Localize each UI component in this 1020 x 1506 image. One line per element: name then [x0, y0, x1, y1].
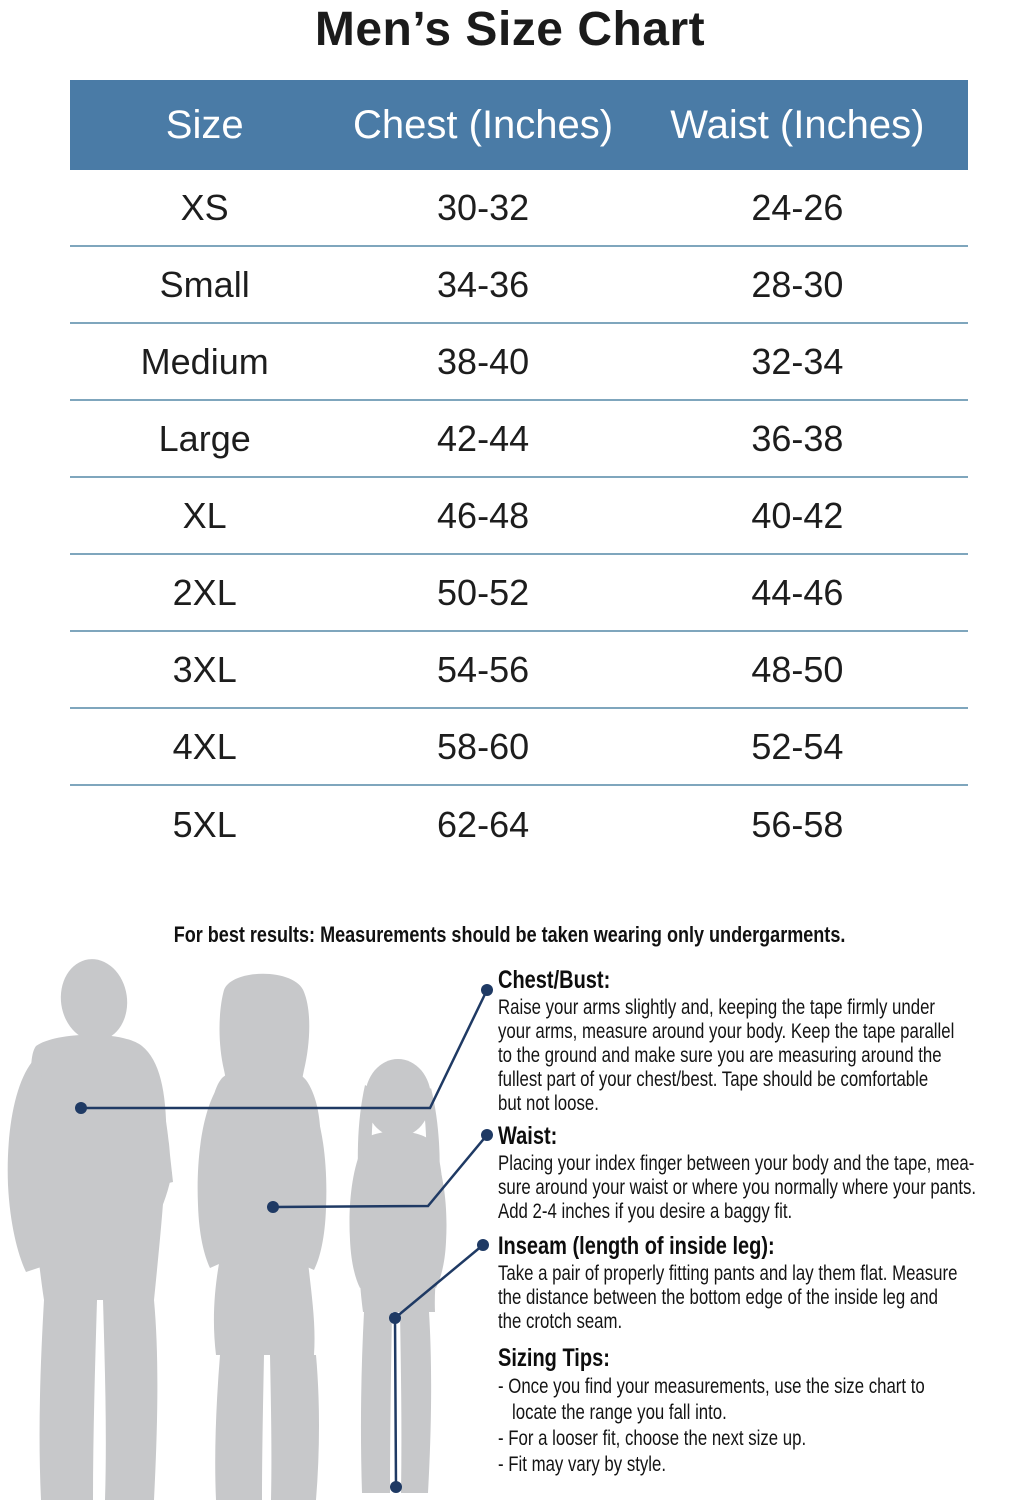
connector-dot: [267, 1201, 279, 1213]
section-heading: Chest/Bust:: [498, 966, 611, 994]
table-row: 5XL 62-64 56-58: [70, 786, 968, 863]
chest-cell: 50-52: [437, 571, 530, 613]
size-cell: 4XL: [172, 725, 237, 767]
measuring-instructions: Chest/Bust: Raise your arms slightly and…: [498, 966, 1018, 1506]
sizing-tips-section: Sizing Tips: - Once you find your measur…: [498, 1344, 1018, 1478]
fit-note-text: For best results: Measurements should be…: [174, 922, 846, 947]
size-cell: Large: [158, 417, 251, 459]
table-row: 3XL 54-56 48-50: [70, 632, 968, 709]
table-row: Large 42-44 36-38: [70, 401, 968, 478]
table-row: XL 46-48 40-42: [70, 478, 968, 555]
connector-line-waist: [272, 1134, 488, 1209]
section-body: Take a pair of properly fitting pants an…: [498, 1262, 958, 1333]
chest-cell: 34-36: [437, 263, 530, 305]
connector-dot: [477, 1239, 489, 1251]
woman-silhouette: [197, 973, 327, 1500]
waist-section: Waist: Placing your index finger between…: [498, 1122, 1018, 1224]
waist-cell: 40-42: [751, 494, 844, 536]
section-heading: Inseam (length of inside leg):: [498, 1232, 775, 1260]
section-body: Placing your index finger between your b…: [498, 1152, 977, 1223]
section-body: - Once you find your measurements, use t…: [498, 1375, 925, 1476]
section-body: Raise your arms slightly and, keeping th…: [498, 996, 955, 1115]
chest-cell: 42-44: [437, 417, 530, 459]
header-cell-chest: Chest (Inches): [353, 102, 614, 147]
waist-cell: 36-38: [751, 417, 844, 459]
waist-cell: 56-58: [751, 803, 844, 845]
size-cell: Medium: [140, 340, 269, 382]
chest-cell: 30-32: [437, 186, 530, 228]
table-row: Medium 38-40 32-34: [70, 324, 968, 401]
section-heading: Waist:: [498, 1122, 558, 1150]
table-row: 2XL 50-52 44-46: [70, 555, 968, 632]
girl-silhouette: [349, 1059, 447, 1493]
chest-cell: 54-56: [437, 648, 530, 690]
inseam-section: Inseam (length of inside leg): Take a pa…: [498, 1232, 1018, 1334]
section-heading: Sizing Tips:: [498, 1344, 610, 1372]
chest-cell: 38-40: [437, 340, 530, 382]
header-cell-waist: Waist (Inches): [670, 102, 925, 147]
waist-cell: 48-50: [751, 648, 844, 690]
connector-dot: [481, 1129, 493, 1141]
measurement-diagram: [7, 959, 493, 1500]
size-cell: Small: [159, 263, 250, 305]
size-cell: 5XL: [172, 803, 237, 845]
chest-section: Chest/Bust: Raise your arms slightly and…: [498, 966, 1018, 1116]
chest-cell: 58-60: [437, 725, 530, 767]
page-title: Men’s Size Chart: [314, 3, 706, 56]
waist-cell: 44-46: [751, 571, 844, 613]
size-cell: 3XL: [172, 648, 237, 690]
table-row: XS 30-32 24-26: [70, 170, 968, 247]
table-header-row: Size Chest (Inches) Waist (Inches): [70, 80, 968, 170]
connector-dot: [75, 1102, 87, 1114]
size-table: Size Chest (Inches) Waist (Inches) XS 30…: [70, 80, 968, 863]
chest-cell: 46-48: [437, 494, 530, 536]
fit-note: For best results: Measurements should be…: [0, 922, 1020, 948]
man-silhouette: [7, 959, 173, 1500]
connector-dot: [390, 1481, 402, 1493]
table-row: 4XL 58-60 52-54: [70, 709, 968, 786]
table-row: Small 34-36 28-30: [70, 247, 968, 324]
connector-line-chest: [81, 989, 489, 1110]
waist-cell: 28-30: [751, 263, 844, 305]
connector-dot: [481, 984, 493, 996]
size-cell: XL: [182, 494, 227, 536]
waist-cell: 52-54: [751, 725, 844, 767]
size-cell: 2XL: [172, 571, 237, 613]
waist-cell: 32-34: [751, 340, 844, 382]
connector-dot: [389, 1312, 401, 1324]
chest-cell: 62-64: [437, 803, 530, 845]
size-cell: XS: [180, 186, 229, 228]
waist-cell: 24-26: [751, 186, 844, 228]
header-cell-size: Size: [165, 102, 244, 147]
